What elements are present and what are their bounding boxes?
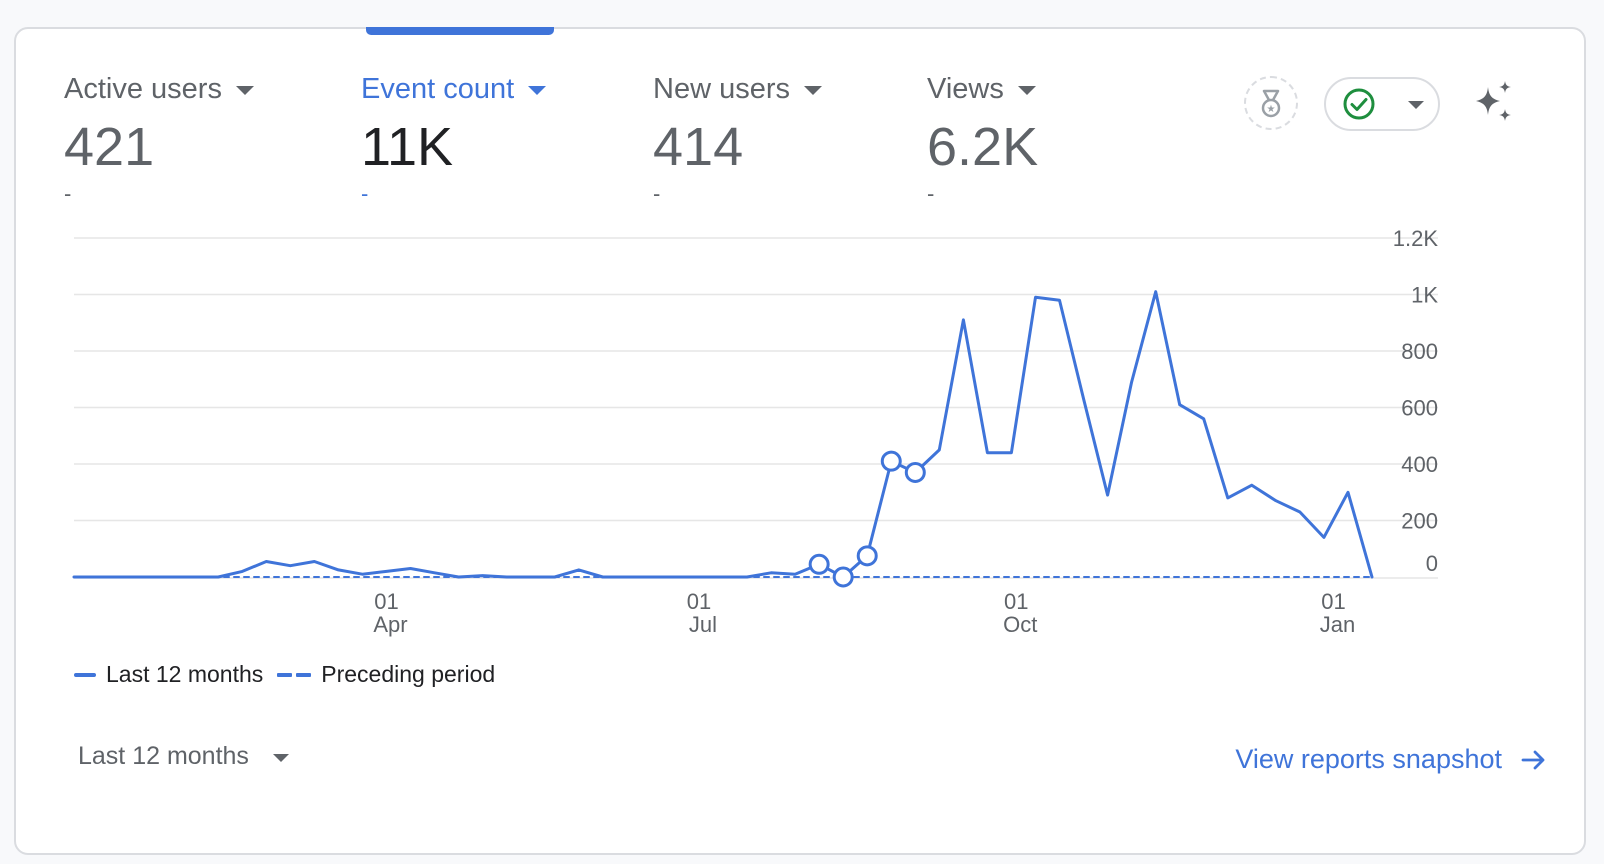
x-tick-day: 01	[1004, 589, 1028, 614]
caret-down-icon	[1017, 85, 1036, 95]
data-point-marker	[832, 566, 854, 588]
y-tick-label: 600	[1401, 396, 1438, 421]
metric-event-count[interactable]: Event count 11K -	[361, 67, 547, 207]
legend-label: Last 12 months	[106, 661, 264, 687]
metric-label: Active users	[64, 72, 222, 105]
metric-delta: -	[927, 181, 935, 206]
caret-down-icon	[804, 85, 822, 95]
series-line-last-12-months	[72, 290, 1374, 579]
metric-value: 414	[653, 117, 744, 177]
x-tick-day: 01	[1321, 589, 1345, 614]
x-tick-day: 01	[374, 589, 398, 614]
metric-delta: -	[64, 181, 72, 206]
chart-legend: Last 12 months Preceding period	[74, 661, 509, 688]
arrow-right-icon	[1521, 750, 1545, 769]
medal-button[interactable]: ★	[1244, 76, 1298, 130]
view-reports-snapshot-link[interactable]: View reports snapshot	[1235, 744, 1548, 775]
caret-down-icon	[1408, 101, 1424, 109]
metric-value: 421	[64, 117, 155, 177]
metric-delta: -	[361, 181, 369, 206]
y-tick-label: 0	[1426, 551, 1438, 576]
metric-delta: -	[653, 181, 661, 206]
legend-item-previous: Preceding period	[277, 661, 495, 688]
check-circle-icon	[1343, 88, 1375, 120]
y-tick-label: 1.2K	[1393, 226, 1439, 251]
active-metric-indicator	[366, 27, 554, 35]
date-range-label: Last 12 months	[78, 742, 249, 770]
metric-label: Event count	[361, 72, 515, 105]
x-tick-month: Oct	[1003, 612, 1037, 637]
legend-label: Preceding period	[321, 661, 496, 687]
overview-card: Active users 421 - Event count 11K - New…	[14, 27, 1586, 855]
y-tick-label: 200	[1401, 509, 1438, 534]
y-tick-label: 400	[1401, 452, 1438, 477]
x-tick-month: Jul	[689, 612, 717, 637]
data-point-marker	[904, 461, 926, 483]
data-point-marker	[880, 450, 902, 472]
legend-item-current: Last 12 months	[74, 661, 263, 688]
caret-down-icon	[272, 753, 289, 762]
metric-new-users[interactable]: New users 414 -	[653, 67, 822, 207]
data-point-marker	[808, 553, 830, 575]
y-tick-label: 1K	[1411, 283, 1438, 308]
medal-icon: ★	[1261, 89, 1281, 118]
metric-value: 11K	[361, 117, 454, 177]
data-status-dropdown[interactable]	[1324, 77, 1440, 131]
data-point-marker	[856, 545, 878, 567]
metric-views[interactable]: Views 6.2K -	[927, 67, 1038, 207]
view-reports-label: View reports snapshot	[1235, 744, 1502, 774]
legend-swatch-dashed	[277, 672, 312, 677]
metric-value: 6.2K	[927, 117, 1039, 177]
svg-text:★: ★	[1267, 104, 1276, 115]
x-tick-month: Apr	[373, 612, 407, 637]
legend-swatch-solid	[74, 672, 96, 677]
y-tick-label: 800	[1401, 339, 1438, 364]
insights-button[interactable]	[1468, 77, 1518, 127]
x-tick-month: Jan	[1320, 612, 1355, 637]
caret-down-icon	[235, 85, 254, 95]
x-tick-day: 01	[687, 589, 711, 614]
metric-active-users[interactable]: Active users 421 -	[64, 67, 254, 207]
sparkle-icon	[1476, 81, 1511, 121]
caret-down-icon	[528, 85, 547, 95]
metric-label: New users	[653, 72, 790, 105]
metric-label: Views	[927, 72, 1004, 105]
date-range-dropdown[interactable]: Last 12 months	[78, 742, 289, 771]
